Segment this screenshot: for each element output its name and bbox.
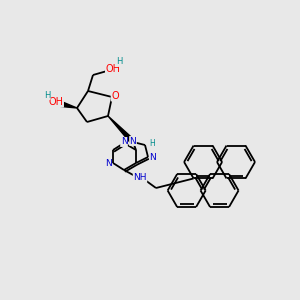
Text: OH: OH xyxy=(106,64,121,74)
Text: N: N xyxy=(121,137,128,146)
Polygon shape xyxy=(60,102,77,108)
Text: H: H xyxy=(44,91,50,100)
Text: H: H xyxy=(116,58,122,67)
Text: N: N xyxy=(150,154,156,163)
Polygon shape xyxy=(108,116,135,144)
Text: N: N xyxy=(130,136,136,146)
Text: O: O xyxy=(111,91,119,101)
Text: OH: OH xyxy=(49,97,64,107)
Text: NH: NH xyxy=(133,173,147,182)
Text: H: H xyxy=(149,139,155,148)
Text: N: N xyxy=(105,158,111,167)
